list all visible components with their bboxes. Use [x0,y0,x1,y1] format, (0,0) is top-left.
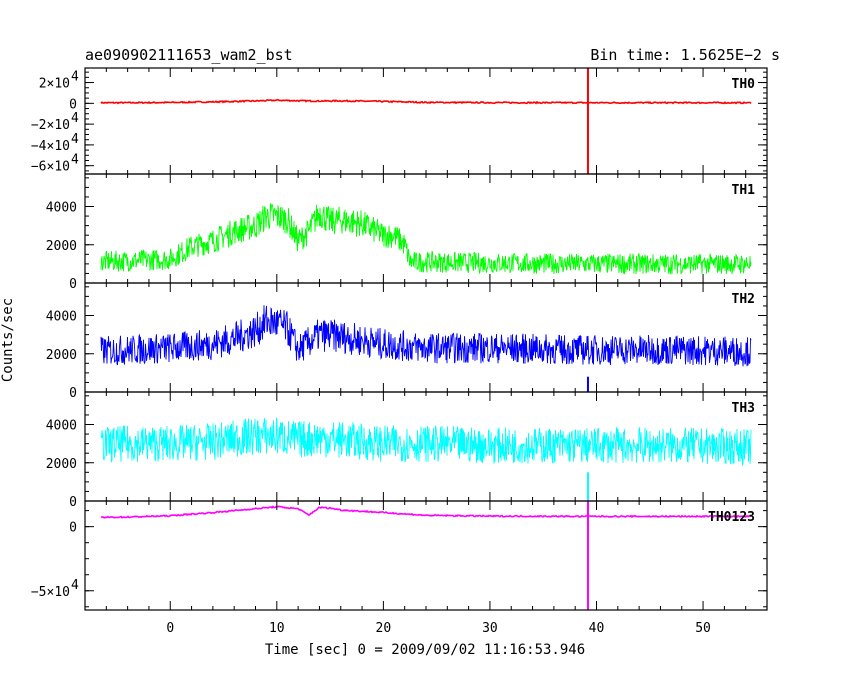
y-tick-label: 2000 [46,457,77,472]
y-tick-label: 2000 [46,239,77,254]
panel-th3: 4000 2000 0 TH3 [46,391,768,510]
panel-th2: 4000 2000 0 TH2 [46,282,768,401]
y-tick-exponent: 4 [71,578,79,593]
y-tick-label: 4000 [46,310,77,325]
x-axis-label: Time [sec] 0 = 2009/09/02 11:16:53.946 [265,642,585,658]
y-tick-label: 0 [69,521,77,536]
x-tick-labels: 0 10 20 30 40 50 [166,621,711,636]
x-tick-label: 0 [166,621,174,636]
panel-tag-th2: TH2 [732,292,755,307]
panel-tag-th3: TH3 [732,401,755,416]
y-tick-label: 0 [69,97,77,112]
series-line-th0 [100,98,752,105]
series-line-th3 [100,417,752,467]
panels-group: 2×10 40−2×10 4−4×10 4−6×10 4TH0400020000TH14… [31,67,768,611]
x-tick-label: 40 [589,621,605,636]
series-line-th2 [100,305,752,367]
y-axis-label: Counts/sec [0,298,16,382]
y-tick-label: −6×10 [31,160,70,175]
series-line-th0123 [100,505,752,519]
y-tick-label: −4×10 [31,139,70,154]
y-tick-exponent: 4 [71,153,79,168]
panel-tag-th0123: TH0123 [708,510,755,525]
y-tick-label: −2×10 [31,118,70,133]
y-tick-label: 0 [69,277,77,292]
y-tick-label: 0 [69,386,77,401]
y-tick-label: −5×10 [31,585,70,600]
x-tick-label: 50 [695,621,711,636]
y-tick-label: 2×10 [39,77,70,92]
panel-tag-th0: TH0 [732,77,756,92]
y-tick-label: 0 [69,495,77,510]
panel-th1: 4000 2000 0 TH1 [46,173,768,292]
y-tick-exponent: 4 [71,132,79,147]
y-tick-exponent: 4 [71,70,79,85]
bin-time-title: Bin time: 1.5625E−2 s [590,46,780,64]
x-tick-label: 30 [482,621,498,636]
x-tick-label: 10 [269,621,285,636]
series-line-th1 [100,203,752,275]
panel-th0123: 0 −5×10 4 TH0123 [31,500,768,611]
panel-tag-th1: TH1 [732,183,756,198]
observation-id-title: ae090902111653_wam2_bst [85,46,293,64]
y-tick-label: 4000 [46,201,77,216]
x-tick-label: 20 [376,621,392,636]
y-tick-label: 4000 [46,419,77,434]
y-tick-label: 2000 [46,348,77,363]
panel-frame [84,67,768,175]
y-tick-exponent: 4 [71,111,79,126]
